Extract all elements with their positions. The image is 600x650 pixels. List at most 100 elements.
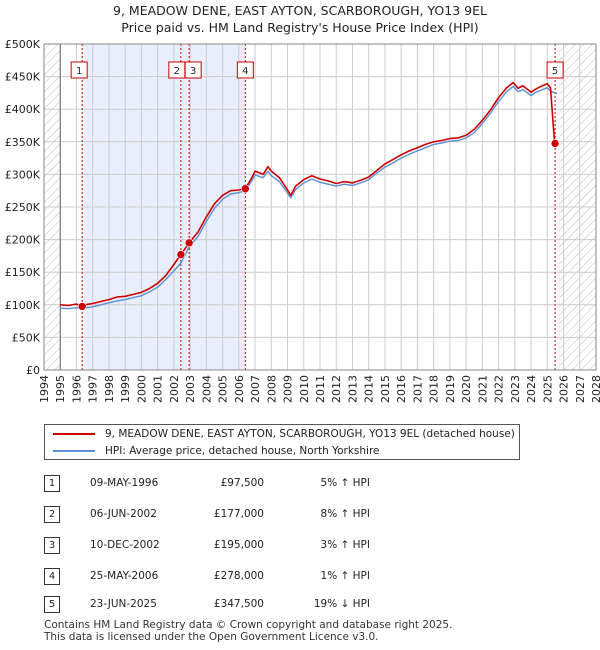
sale-point-2 <box>176 250 186 259</box>
sale-price: £97,500 <box>220 477 264 489</box>
x-tick-label: 2000 <box>135 375 148 403</box>
sale-hpi-diff: 5% ↑ HPI <box>320 477 370 489</box>
sale-hpi-diff: 3% ↑ HPI <box>320 539 370 551</box>
x-tick-label: 2002 <box>168 375 181 403</box>
sale-number: 3 <box>44 537 60 554</box>
y-tick-label: £350K <box>5 136 41 149</box>
x-tick-label: 1998 <box>103 375 116 403</box>
x-tick-label: 2005 <box>217 375 230 403</box>
legend-swatch-property <box>53 433 95 435</box>
sale-number: 4 <box>44 568 60 585</box>
x-tick-label: 2022 <box>493 375 506 403</box>
marker-box <box>184 61 202 79</box>
sale-date: 06-JUN-2002 <box>90 508 157 520</box>
y-tick-label: £250K <box>5 201 41 214</box>
table-row: 2 06-JUN-2002 £177,000 8% ↑ HPI <box>44 505 444 523</box>
x-tick-label: 2024 <box>525 375 538 403</box>
x-tick-label: 2014 <box>363 375 376 403</box>
marker-label-4: 4 <box>236 61 254 79</box>
y-tick-label: £150K <box>5 266 41 279</box>
marker-box <box>546 61 564 79</box>
x-tick-label: 2006 <box>233 375 246 403</box>
x-tick-label: 2010 <box>298 375 311 403</box>
sale-hpi-diff: 8% ↑ HPI <box>320 508 370 520</box>
sale-price: £195,000 <box>213 539 264 551</box>
legend-label-property: 9, MEADOW DENE, EAST AYTON, SCARBOROUGH,… <box>105 428 515 440</box>
plot-border <box>43 43 597 371</box>
y-tick-label: £50K <box>12 331 41 344</box>
marker-label-5: 5 <box>546 61 564 79</box>
x-tick-label: 1994 <box>38 375 51 403</box>
chart-title-line2: Price paid vs. HM Land Registry's House … <box>121 20 479 35</box>
x-tick-label: 2012 <box>330 375 343 403</box>
x-tick-label: 2027 <box>574 375 587 403</box>
table-row: 5 23-JUN-2025 £347,500 19% ↓ HPI <box>44 595 444 613</box>
x-tick-label: 2018 <box>428 375 441 403</box>
x-tick-label: 2020 <box>460 375 473 403</box>
x-tick-label: 2013 <box>346 375 359 403</box>
legend-label-hpi: HPI: Average price, detached house, Nort… <box>105 445 380 457</box>
sale-price: £278,000 <box>213 570 264 582</box>
y-tick-label: £100K <box>5 299 41 312</box>
x-tick-label: 2026 <box>558 375 571 403</box>
y-tick-label: £200K <box>5 234 41 247</box>
legend: 9, MEADOW DENE, EAST AYTON, SCARBOROUGH,… <box>44 424 520 460</box>
y-tick-label: £400K <box>5 103 41 116</box>
table-row: 3 10-DEC-2002 £195,000 3% ↑ HPI <box>44 536 444 554</box>
sale-point-3 <box>184 238 194 248</box>
x-tick-label: 2007 <box>249 375 262 403</box>
sale-number: 1 <box>44 475 60 492</box>
x-tick-label: 1999 <box>119 375 132 403</box>
marker-number: 5 <box>552 66 558 77</box>
footer: Contains HM Land Registry data © Crown c… <box>44 619 452 643</box>
table-row: 1 09-MAY-1996 £97,500 5% ↑ HPI <box>44 474 444 492</box>
x-tick-label: 2025 <box>541 375 554 403</box>
table-row: 4 25-MAY-2006 £278,000 1% ↑ HPI <box>44 567 444 585</box>
marker-box <box>70 61 88 79</box>
x-tick-label: 1997 <box>87 375 100 403</box>
sale-date: 09-MAY-1996 <box>90 477 159 489</box>
legend-item-hpi: HPI: Average price, detached house, Nort… <box>53 443 380 459</box>
legend-swatch-hpi <box>53 450 95 452</box>
chart-title: 9, MEADOW DENE, EAST AYTON, SCARBOROUGH,… <box>0 2 600 36</box>
marker-number: 1 <box>76 66 82 77</box>
x-tick-label: 2023 <box>509 375 522 403</box>
property-price-line <box>60 81 557 308</box>
marker-label-2: 2 <box>168 61 186 79</box>
x-tick-label: 2028 <box>590 375 600 403</box>
x-tick-label: 1995 <box>54 375 67 403</box>
x-tick-label: 2001 <box>152 375 165 403</box>
x-tick-label: 2004 <box>200 375 213 403</box>
x-tick-label: 2008 <box>265 375 278 403</box>
sale-hpi-diff: 1% ↑ HPI <box>320 570 370 582</box>
y-tick-label: £0 <box>26 364 40 377</box>
y-tick-label: £500K <box>5 38 41 51</box>
x-tick-label: 2003 <box>184 375 197 403</box>
sale-number: 5 <box>44 596 60 613</box>
marker-label-3: 3 <box>184 61 202 79</box>
x-tick-label: 2015 <box>379 375 392 403</box>
y-tick-label: £300K <box>5 168 41 181</box>
sale-point-5 <box>550 139 560 148</box>
footer-licence: This data is licensed under the Open Gov… <box>44 631 379 643</box>
marker-number: 2 <box>174 66 180 77</box>
x-tick-label: 1996 <box>70 375 83 403</box>
hpi-line <box>60 85 558 311</box>
legend-item-property: 9, MEADOW DENE, EAST AYTON, SCARBOROUGH,… <box>53 426 515 442</box>
marker-label-1: 1 <box>70 61 88 79</box>
marker-box <box>236 61 254 79</box>
chart-title-line1: 9, MEADOW DENE, EAST AYTON, SCARBOROUGH,… <box>113 3 487 18</box>
x-tick-label: 2016 <box>395 375 408 403</box>
x-tick-label: 2021 <box>476 375 489 403</box>
footer-copyright: Contains HM Land Registry data © Crown c… <box>44 619 453 631</box>
sale-number: 2 <box>44 506 60 523</box>
x-tick-label: 2017 <box>411 375 424 403</box>
x-tick-label: 2019 <box>444 375 457 403</box>
sale-date: 25-MAY-2006 <box>90 570 159 582</box>
sale-date: 23-JUN-2025 <box>90 598 157 610</box>
x-tick-label: 2011 <box>314 375 327 403</box>
sale-point-4 <box>241 184 250 194</box>
marker-number: 4 <box>242 66 248 77</box>
sale-price: £177,000 <box>213 508 264 520</box>
